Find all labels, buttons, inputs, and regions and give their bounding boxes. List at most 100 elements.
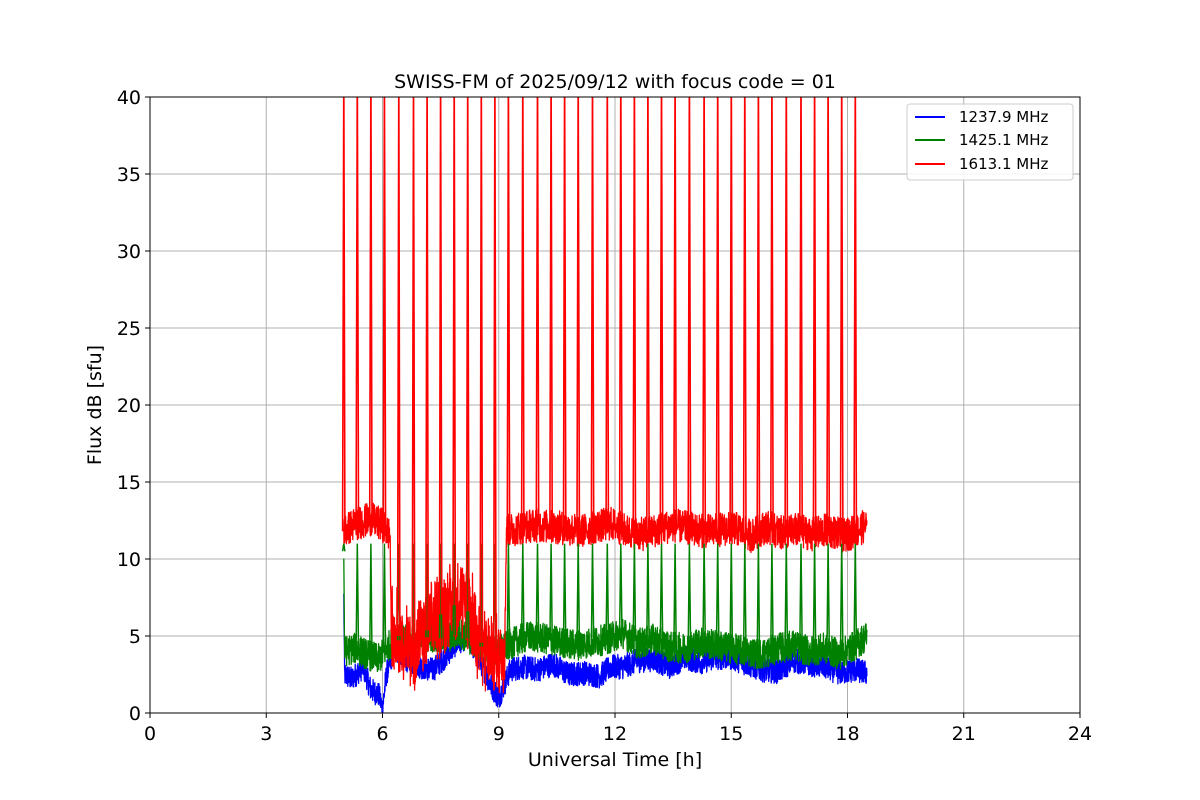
legend: 1237.9 MHz 1425.1 MHz 1613.1 MHz <box>906 103 1074 181</box>
series-1613-spike <box>646 97 650 533</box>
y-tick-label: 40 <box>117 87 141 109</box>
series-1613-spike <box>576 97 581 531</box>
series-1425-spike <box>646 543 650 641</box>
series-1425-spike <box>632 543 637 642</box>
y-tick-label: 0 <box>129 703 141 725</box>
series-1613-spike <box>853 97 858 532</box>
series-layer <box>341 97 868 713</box>
series-1613-spike <box>742 97 747 534</box>
chart-title: SWISS-FM of 2025/09/12 with focus code =… <box>394 71 836 93</box>
x-tick-label: 9 <box>493 723 505 745</box>
grid <box>150 97 1080 713</box>
series-1425-line <box>343 558 868 673</box>
series-1425-spike <box>839 543 844 654</box>
x-tick-label: 18 <box>835 723 859 745</box>
series-1613-spike <box>341 97 346 532</box>
series-1613-spike <box>492 97 497 663</box>
series-1613-spike <box>506 97 511 531</box>
series-1613-spike <box>479 97 484 643</box>
series-1613-spike <box>715 97 720 530</box>
series-1425-spike <box>576 543 581 645</box>
series-1237-line <box>343 593 868 713</box>
series-1613-spike <box>425 97 429 631</box>
series-1425-spike <box>853 543 858 646</box>
legend-label-1613: 1613.1 MHz <box>959 155 1048 173</box>
series-1613-spike <box>535 97 540 526</box>
x-tick-label: 24 <box>1068 723 1092 745</box>
series-1425-spike <box>341 543 346 552</box>
series-1613-spike <box>799 97 803 531</box>
series-1613-spike <box>562 97 567 529</box>
y-tick-label: 25 <box>117 318 141 340</box>
series-1425-spike <box>756 543 761 654</box>
series-1613-spike <box>756 97 761 532</box>
series-1613-spike <box>396 97 401 637</box>
series-1425-spike <box>562 543 567 643</box>
series-1613-spike <box>605 97 610 525</box>
series-1613-spike <box>368 97 373 520</box>
series-1613-spike <box>382 97 387 528</box>
series-1425-spike <box>659 543 664 643</box>
series-1425-spike <box>590 543 595 643</box>
series-1613-spike <box>770 97 774 530</box>
series-1425-spike <box>673 543 677 648</box>
series-1613-spike <box>729 97 734 529</box>
series-1425-spike <box>715 543 720 646</box>
x-tick-label: 15 <box>719 723 743 745</box>
series-1613-line <box>343 502 868 694</box>
series-1613-spike <box>452 97 457 606</box>
series-1613-spike <box>784 97 789 532</box>
series-1425-spike <box>618 543 623 634</box>
series-1425-spike <box>770 543 774 651</box>
series-1613-spike <box>411 97 416 652</box>
x-tick-label: 3 <box>260 723 272 745</box>
legend-box <box>906 103 1074 181</box>
y-tick-label: 5 <box>129 626 141 648</box>
series-1425-spike <box>355 543 360 650</box>
x-axis-label: Universal Time [h] <box>528 749 702 771</box>
series-1613-spike <box>590 97 595 528</box>
x-tick-label: 0 <box>144 723 156 745</box>
series-1613-spike <box>687 97 692 529</box>
series-1425-spike <box>368 543 373 657</box>
series-1425-spike <box>812 543 817 651</box>
x-tick-label: 21 <box>952 723 976 745</box>
series-1613-spike <box>673 97 677 526</box>
y-tick-label: 30 <box>117 241 141 263</box>
y-tick-label: 35 <box>117 164 141 186</box>
y-axis-ticks: 0 5 10 15 20 25 30 35 40 <box>117 87 150 725</box>
series-1613-spike <box>632 97 637 533</box>
y-tick-label: 20 <box>117 395 141 417</box>
series-1425-spike <box>549 543 553 641</box>
series-1425-spike <box>506 543 511 646</box>
series-1425-spike <box>520 543 525 639</box>
y-axis-label: Flux dB [sfu] <box>84 345 106 465</box>
series-1425-spike <box>687 543 692 647</box>
series-1425-spike <box>729 543 734 649</box>
y-tick-label: 10 <box>117 549 141 571</box>
series-1613-spike <box>839 97 844 536</box>
series-1613-spike <box>659 97 664 529</box>
series-1613-spike <box>438 97 443 615</box>
series-1613-spike <box>618 97 623 529</box>
series-1425-spike <box>702 543 707 643</box>
series-1425-spike <box>784 543 789 647</box>
series-1613-spike <box>549 97 553 527</box>
series-1613-spike <box>520 97 525 528</box>
series-1425-spike <box>799 543 803 649</box>
legend-label-1237: 1237.9 MHz <box>959 108 1048 126</box>
series-1425-spike <box>605 543 610 640</box>
y-tick-label: 15 <box>117 472 141 494</box>
legend-label-1425: 1425.1 MHz <box>959 131 1048 149</box>
series-1425-spike <box>742 543 747 652</box>
series-1613-spike <box>812 97 817 534</box>
x-tick-label: 12 <box>603 723 627 745</box>
series-1613-spike <box>355 97 360 524</box>
x-axis-ticks: 0 3 6 9 12 15 18 21 24 <box>144 713 1092 745</box>
series-1425-spike <box>535 543 540 638</box>
series-1613-spike <box>465 97 470 612</box>
series-1613-spike <box>702 97 707 532</box>
x-tick-label: 6 <box>376 723 388 745</box>
series-1613-spike <box>826 97 831 530</box>
